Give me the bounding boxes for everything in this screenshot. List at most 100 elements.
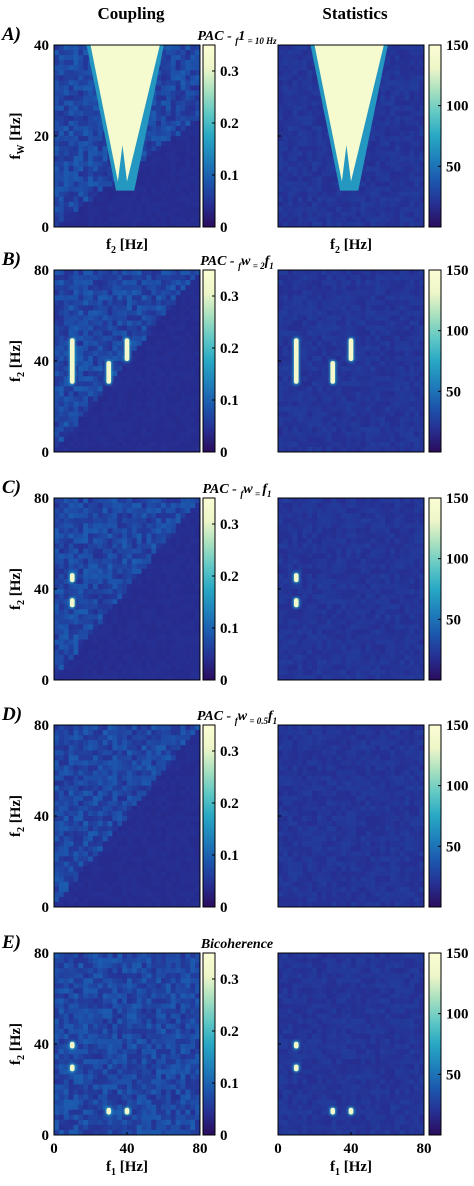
noise-cell <box>180 381 186 387</box>
noise-cell <box>146 295 152 301</box>
noise-cell <box>389 115 396 122</box>
noise-cell <box>122 523 128 529</box>
noise-cell <box>73 401 79 407</box>
noise-cell <box>58 110 65 117</box>
noise-cell <box>346 196 352 203</box>
noise-cell <box>321 290 328 296</box>
noise-cell <box>336 436 342 443</box>
noise-cell <box>195 115 200 122</box>
noise-cell <box>54 285 60 291</box>
noise-cell <box>117 518 123 524</box>
noise-cell <box>375 95 381 102</box>
noise-cell <box>112 421 118 428</box>
noise-cell <box>370 270 376 276</box>
noise-cell <box>341 416 347 423</box>
noise-cell <box>68 70 74 76</box>
noise-cell <box>165 371 172 377</box>
noise-cell <box>287 136 293 142</box>
noise-cell <box>307 216 313 223</box>
noise-cell <box>380 335 386 342</box>
noise-cell <box>170 386 177 392</box>
noise-cell <box>127 315 133 321</box>
y-axis-label: f2 [Hz] <box>8 340 27 382</box>
noise-cell <box>380 320 386 327</box>
noise-cell <box>122 533 128 539</box>
noise-cell <box>88 361 94 367</box>
noise-cell <box>68 130 74 137</box>
noise-cell <box>389 350 396 357</box>
noise-cell <box>151 146 157 152</box>
noise-cell <box>156 335 162 342</box>
noise-cell <box>375 196 381 203</box>
heatmap-area <box>54 45 200 227</box>
noise-cell <box>404 436 410 443</box>
noise-cell <box>58 350 65 357</box>
noise-cell <box>195 161 200 167</box>
noise-cell <box>370 216 376 223</box>
noise-cell <box>131 381 138 387</box>
noise-cell <box>146 355 152 362</box>
noise-cell <box>297 345 303 352</box>
noise-cell <box>180 136 186 142</box>
noise-cell <box>83 335 89 342</box>
noise-cell <box>195 315 200 321</box>
noise-cell <box>389 381 396 387</box>
noise-cell <box>88 181 94 187</box>
noise-cell <box>141 406 147 412</box>
noise-cell <box>175 181 181 187</box>
noise-cell <box>92 320 99 327</box>
noise-cell <box>117 599 123 605</box>
noise-cell <box>165 416 172 423</box>
noise-cell <box>404 55 410 61</box>
noise-cell <box>127 221 133 227</box>
noise-cell <box>409 115 415 122</box>
noise-cell <box>73 295 79 301</box>
noise-cell <box>107 629 113 635</box>
noise-cell <box>88 568 94 575</box>
noise-cell <box>316 386 323 392</box>
noise-cell <box>302 171 308 177</box>
noise-cell <box>97 151 104 157</box>
noise-cell <box>83 161 89 167</box>
noise-cell <box>287 355 293 362</box>
noise-cell <box>107 604 113 610</box>
noise-cell <box>331 196 337 203</box>
noise-cell <box>419 50 424 56</box>
noise-cell <box>117 654 123 661</box>
noise-cell <box>73 659 79 666</box>
noise-cell <box>112 211 118 218</box>
noise-cell <box>102 639 108 646</box>
noise-cell <box>185 295 191 301</box>
noise-cell <box>165 320 172 327</box>
noise-cell <box>165 436 172 443</box>
noise-cell <box>88 381 94 387</box>
noise-cell <box>336 201 342 208</box>
noise-cell <box>307 95 313 102</box>
noise-cell <box>122 498 128 504</box>
noise-cell <box>404 411 410 418</box>
noise-cell <box>297 95 303 102</box>
noise-cell <box>58 105 65 112</box>
noise-cell <box>73 186 79 193</box>
noise-cell <box>380 275 386 281</box>
noise-cell <box>414 280 420 286</box>
noise-cell <box>58 120 65 127</box>
noise-cell <box>102 589 108 595</box>
noise-cell <box>190 191 196 198</box>
noise-cell <box>83 125 89 132</box>
noise-cell <box>92 614 99 620</box>
noise-cell <box>131 376 138 382</box>
noise-cell <box>307 421 313 428</box>
noise-cell <box>175 401 181 407</box>
noise-cell <box>278 75 284 81</box>
noise-cell <box>185 115 191 122</box>
noise-cell <box>117 310 123 316</box>
noise-cell <box>78 426 84 433</box>
noise-cell <box>102 366 108 372</box>
noise-cell <box>302 436 308 443</box>
noise-cell <box>78 533 84 539</box>
noise-cell <box>195 290 200 296</box>
noise-cell <box>63 381 69 387</box>
noise-cell <box>68 553 74 560</box>
noise-cell <box>97 614 104 620</box>
